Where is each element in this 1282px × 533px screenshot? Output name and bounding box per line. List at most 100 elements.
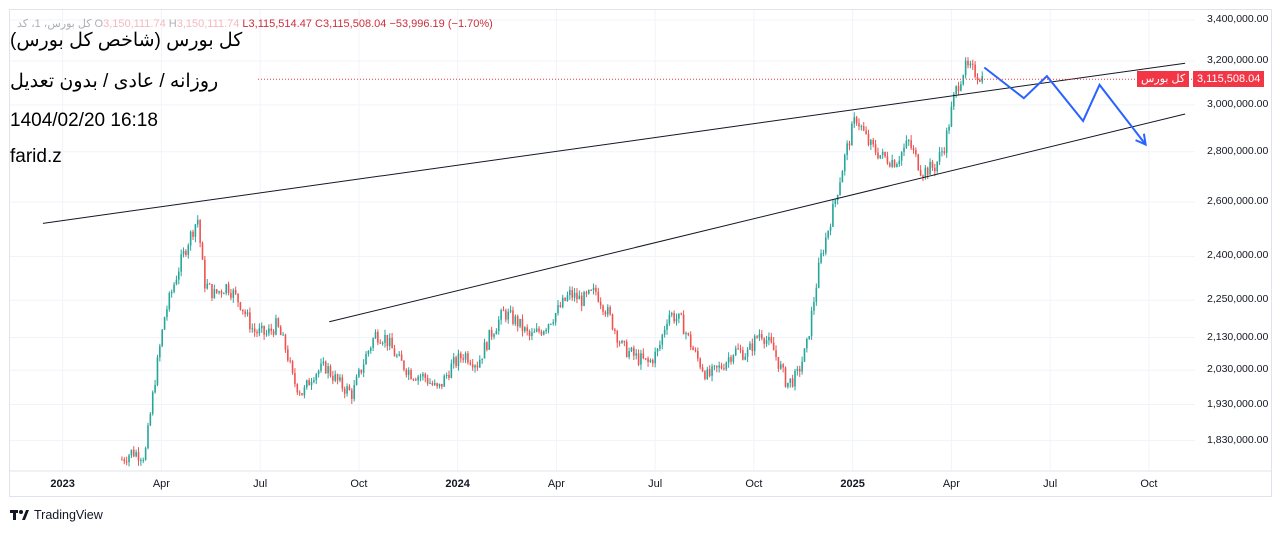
candle-body [590,289,592,291]
candle-body [948,126,950,131]
candle-body [246,312,249,315]
candle-body [493,334,495,337]
candle-body [630,347,633,352]
candle-body [675,318,678,322]
candle-body [877,152,879,159]
candle-body [121,459,123,461]
candle-body [618,342,621,344]
candle-body [931,161,934,168]
candle-body [611,314,614,330]
candle-body [223,293,225,295]
candle-body [666,323,668,330]
candle-body [332,375,334,381]
candle-body [881,151,884,156]
candle-body [469,362,472,365]
candle-body [175,279,178,285]
candle-body [407,370,410,375]
candle-body [464,353,467,360]
candle-body [971,63,974,65]
candle-body [327,366,329,374]
candle-body [592,287,595,291]
candle-body [310,381,313,386]
candle-body [237,293,239,303]
candle-body [542,331,545,335]
candle-body [910,140,912,149]
candle-body [433,383,436,385]
candle-body [879,155,882,159]
candle-body [924,167,927,177]
candle-body [234,290,237,294]
candle-body [934,167,936,172]
candle-body [208,283,211,285]
candle-body [317,370,320,375]
price-chart[interactable] [10,10,1271,496]
candle-body [569,290,571,296]
candle-body [742,350,744,360]
candle-body [151,392,154,414]
candle-body [436,383,438,387]
candle-body [438,383,441,387]
candle-body [689,334,692,348]
candle-body [265,333,268,335]
candle-body [334,374,337,381]
projection-polyline[interactable] [983,66,1147,146]
candle-body [429,382,431,384]
candle-body [270,328,273,331]
annotation-title[interactable]: کل بورس (شاخص کل بورس) [10,30,243,51]
high-value: 3,150,111.74 [176,18,240,30]
candle-body [559,305,562,308]
candle-body [642,353,645,359]
annotation-mode[interactable]: روزانه / عادی / بدون تعدیل [10,71,219,92]
candle-body [410,370,412,380]
annotation-author[interactable]: farid.z [10,146,62,167]
candle-body [825,237,827,253]
candlestick-series [121,57,984,467]
candle-body [301,393,303,396]
candle-body [960,84,962,91]
candle-body [943,151,946,153]
upper-channel-line[interactable] [42,62,1186,224]
candle-body [400,354,403,361]
candle-body [182,250,185,255]
candle-body [422,373,424,377]
ohlc-legend: کل بورس، 1، کد O3,150,111.74 H3,150,111.… [17,18,493,30]
time-axis-label: Jul [1043,478,1058,490]
candle-body [528,331,531,336]
candle-body [396,355,398,357]
candle-body [379,342,382,344]
candle-body [384,334,386,343]
candle-body [260,325,263,329]
candle-body [239,302,242,310]
tradingview-logo[interactable]: TradingView [10,508,103,522]
candle-body [761,334,763,339]
candle-body [398,354,401,356]
candle-body [623,340,626,342]
candle-body [211,284,213,299]
candle-body [656,348,659,352]
candle-body [495,330,498,335]
candle-body [483,342,486,359]
candle-body [554,313,557,323]
time-axis-label: Jul [253,478,268,490]
candle-body [287,349,289,361]
candle-body [796,368,799,371]
trendlines[interactable] [42,62,1186,323]
candle-body [348,386,351,391]
candle-body [471,364,474,368]
candle-body [526,327,528,332]
time-axis-label: 2025 [840,478,865,490]
change-value: −53,996.19 (−1.70%) [389,18,493,30]
annotation-datetime[interactable]: 1404/02/20 16:18 [10,110,158,131]
candle-body [967,60,969,66]
candle-body [199,219,201,243]
candle-body [540,331,543,335]
candle-body [507,311,510,320]
lower-channel-line[interactable] [329,113,1186,323]
candle-body [860,125,863,127]
candle-body [727,357,730,363]
candle-body [194,224,197,237]
projection-path[interactable] [983,66,1147,147]
candle-body [798,368,801,372]
chart-frame[interactable] [9,9,1272,497]
candle-body [725,362,728,370]
